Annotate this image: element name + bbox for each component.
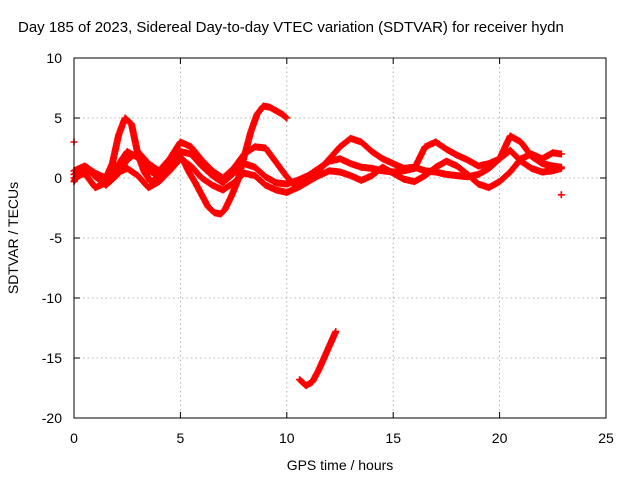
y-tick-label: -20 xyxy=(42,410,62,426)
data-point xyxy=(557,164,565,172)
data-point xyxy=(332,328,340,336)
chart-title: Day 185 of 2023, Sidereal Day-to-day VTE… xyxy=(18,19,564,36)
x-tick-label: 5 xyxy=(177,430,185,446)
y-tick-label: -5 xyxy=(50,230,63,246)
x-tick-label: 0 xyxy=(70,430,78,446)
y-tick-label: 0 xyxy=(54,170,62,186)
y-tick-label: -10 xyxy=(42,290,62,306)
tick-labels: 0 5 10 15 20 25 10 5 0 -5 -10 -15 -20 xyxy=(42,50,614,446)
data-point xyxy=(557,191,565,199)
y-tick-label: 10 xyxy=(46,50,62,66)
data-point xyxy=(557,150,565,158)
y-tick-label: 5 xyxy=(54,110,62,126)
plot-points xyxy=(70,102,565,390)
grid xyxy=(74,58,606,418)
y-axis-label: SDTVAR / TECUs xyxy=(5,182,21,294)
x-tick-label: 15 xyxy=(385,430,401,446)
plot-frame xyxy=(73,57,607,419)
x-tick-label: 20 xyxy=(492,430,508,446)
y-tick-label: -15 xyxy=(42,350,62,366)
data-point xyxy=(282,113,290,121)
x-axis-label: GPS time / hours xyxy=(287,457,394,473)
x-tick-label: 25 xyxy=(598,430,614,446)
data-point xyxy=(283,114,291,122)
x-tick-label: 10 xyxy=(279,430,295,446)
